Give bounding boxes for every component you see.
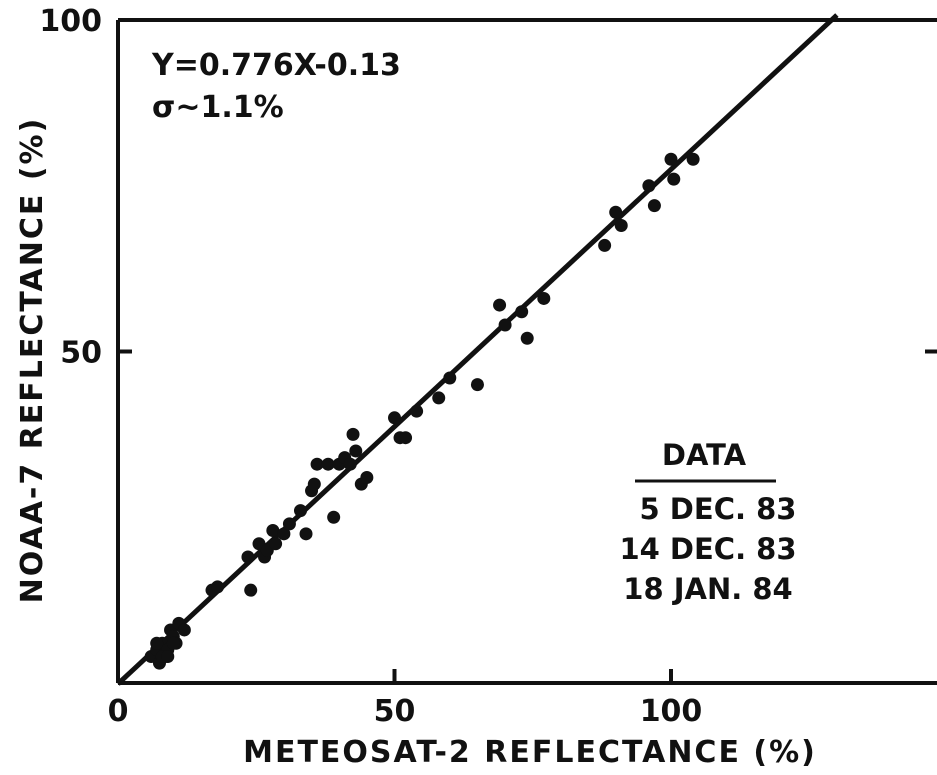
data-point bbox=[470, 378, 484, 392]
data-point bbox=[493, 298, 507, 312]
legend-entry-2: 14 DEC. 83 bbox=[619, 532, 796, 566]
data-point bbox=[443, 371, 457, 385]
data-point bbox=[177, 623, 191, 637]
data-point bbox=[609, 205, 623, 219]
data-point bbox=[520, 331, 534, 345]
data-point bbox=[664, 152, 678, 166]
legend-entry-1: 5 DEC. 83 bbox=[640, 492, 797, 526]
data-point bbox=[432, 391, 446, 405]
data-point bbox=[498, 318, 512, 332]
x-tick-label: 50 bbox=[374, 694, 416, 729]
data-point bbox=[310, 457, 324, 471]
data-point bbox=[307, 477, 321, 491]
data-point bbox=[166, 636, 180, 650]
data-point bbox=[388, 411, 401, 425]
data-point bbox=[642, 179, 656, 193]
data-point bbox=[686, 152, 700, 166]
regression-line bbox=[116, 13, 839, 686]
data-point bbox=[614, 219, 628, 233]
data-point bbox=[399, 431, 413, 445]
data-point bbox=[647, 199, 661, 213]
data-point bbox=[537, 291, 551, 305]
y-tick-label: 100 bbox=[39, 4, 102, 39]
data-point bbox=[321, 457, 335, 471]
legend-entry-3: 18 JAN. 84 bbox=[623, 572, 792, 606]
legend-title: DATA bbox=[662, 438, 747, 472]
data-point bbox=[211, 580, 225, 594]
data-point bbox=[598, 238, 612, 252]
data-point bbox=[410, 404, 424, 418]
ticks: 0 50 100 50 100 bbox=[39, 4, 937, 729]
data-point bbox=[269, 537, 283, 551]
sigma-annotation: σ~1.1% bbox=[152, 90, 284, 125]
data-point bbox=[266, 524, 280, 538]
y-axis-title: NOAA-7 REFLECTANCE (%) bbox=[15, 117, 50, 604]
data-point bbox=[241, 550, 255, 564]
data-points bbox=[144, 152, 700, 670]
data-point bbox=[346, 427, 360, 441]
x-tick-label: 100 bbox=[640, 694, 703, 729]
x-tick-label: 0 bbox=[108, 694, 129, 729]
data-point bbox=[299, 527, 313, 541]
fit-line-group bbox=[116, 13, 839, 686]
data-point bbox=[667, 172, 681, 186]
data-point bbox=[349, 444, 363, 458]
fit-equation: Y=0.776X-0.13 bbox=[151, 48, 401, 83]
data-point bbox=[150, 636, 164, 650]
y-tick-label: 50 bbox=[60, 336, 102, 371]
data-point bbox=[343, 457, 357, 471]
data-point bbox=[515, 305, 529, 319]
data-point bbox=[244, 583, 258, 597]
data-point bbox=[282, 517, 296, 531]
x-axis-title: METEOSAT-2 REFLECTANCE (%) bbox=[243, 735, 817, 770]
data-point bbox=[161, 649, 175, 663]
data-point bbox=[293, 504, 307, 518]
data-point bbox=[327, 510, 341, 524]
data-point bbox=[277, 527, 291, 541]
data-point bbox=[360, 470, 374, 484]
legend: DATA 5 DEC. 83 14 DEC. 83 18 JAN. 84 bbox=[619, 438, 796, 606]
